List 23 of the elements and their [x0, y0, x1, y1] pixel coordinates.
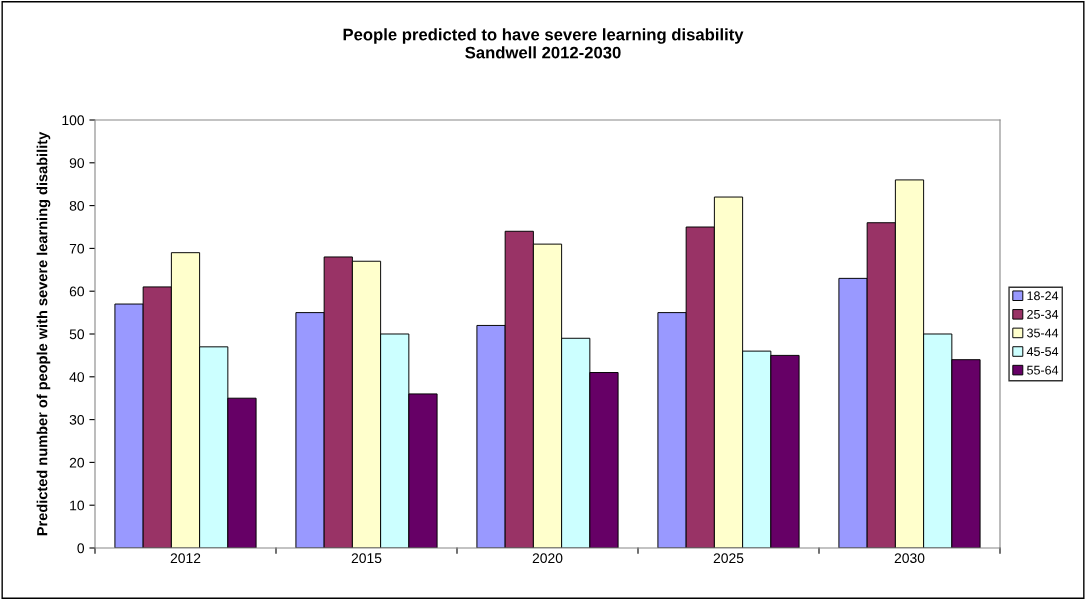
- legend-label: 45-54: [1026, 347, 1059, 356]
- y-tick-label: 70: [69, 243, 85, 254]
- legend-label: 55-64: [1027, 365, 1059, 375]
- x-tick-label: 2020: [532, 553, 563, 564]
- y-tick-label: 50: [69, 329, 85, 340]
- legend-label: 35-44: [1027, 328, 1059, 338]
- x-tick-label: 2012: [170, 553, 201, 564]
- y-tick-label: 40: [69, 372, 85, 382]
- x-tick-label: 2015: [351, 553, 382, 564]
- x-tick-label: 2025: [713, 553, 744, 564]
- y-tick-label: 60: [69, 286, 85, 297]
- legend-label: 18-24: [1027, 291, 1059, 301]
- y-tick-label: 90: [69, 158, 85, 168]
- legend-label: 25-34: [1027, 309, 1059, 319]
- y-tick-label: 80: [69, 200, 85, 211]
- y-tick-label: 100: [62, 115, 85, 126]
- y-tick-label: 20: [69, 457, 85, 468]
- y-axis-title: Predicted number of people with severe learning disability: [36, 131, 51, 536]
- y-tick-label: 30: [69, 414, 85, 425]
- x-tick-label: 2030: [894, 553, 925, 564]
- y-tick-label: 0: [77, 543, 85, 554]
- y-tick-label: 10: [70, 500, 85, 511]
- chart-title: People predicted to have severe learning disability Sandwell 2012-2030: [343, 28, 744, 59]
